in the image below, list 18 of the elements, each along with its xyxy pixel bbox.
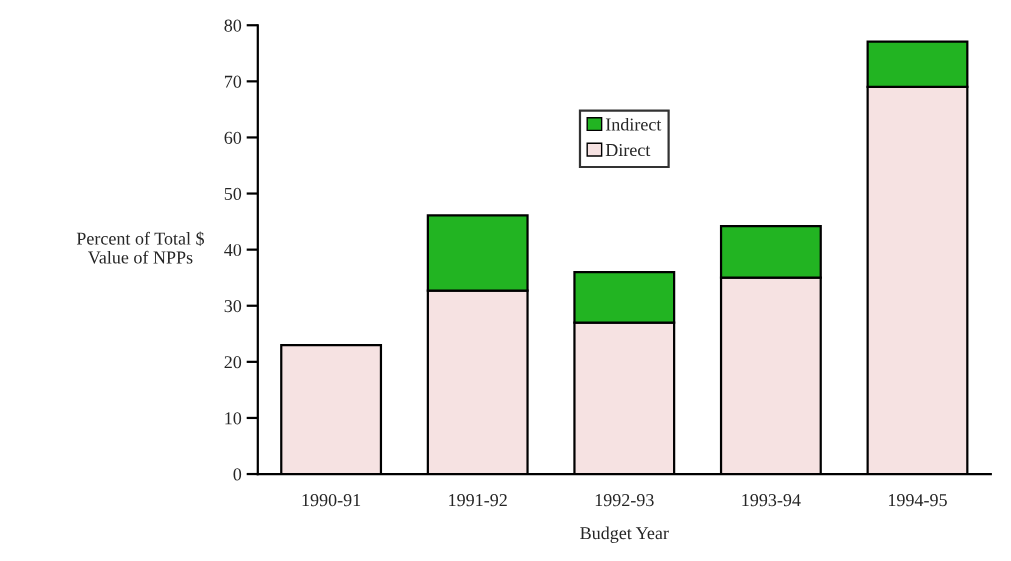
y-tick-label: 60 bbox=[224, 131, 242, 144]
y-tick-label: 70 bbox=[224, 75, 242, 88]
y-tick-label: 80 bbox=[224, 19, 242, 32]
y-axis-title: Percent of Total $ Value of NPPs bbox=[76, 231, 205, 264]
legend-label: Direct bbox=[605, 143, 651, 157]
y-tick-label: 10 bbox=[225, 412, 242, 425]
legend-label: Indirect bbox=[605, 117, 662, 131]
x-axis-title: Budget Year bbox=[580, 526, 669, 543]
x-tick-label: 1991-92 bbox=[449, 494, 507, 507]
y-tick-label: 0 bbox=[233, 468, 242, 481]
y-tick-label: 50 bbox=[224, 187, 242, 200]
x-tick-label: 1993-94 bbox=[742, 494, 801, 507]
y-tick-label: 40 bbox=[224, 243, 242, 257]
y-tick-label: 20 bbox=[224, 356, 242, 369]
x-tick-label: 1990-91 bbox=[302, 494, 361, 507]
x-tick-label: 1994-95 bbox=[888, 494, 947, 507]
y-tick-label: 30 bbox=[224, 300, 242, 313]
x-tick-label: 1992-93 bbox=[595, 494, 654, 507]
